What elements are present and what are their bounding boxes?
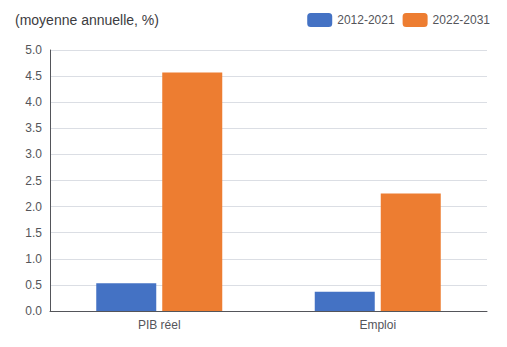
svg-text:1.0: 1.0	[25, 252, 42, 266]
svg-text:2022-2031: 2022-2031	[433, 13, 491, 27]
svg-text:3.0: 3.0	[25, 147, 42, 161]
svg-text:(moyenne annuelle, %): (moyenne annuelle, %)	[15, 12, 159, 28]
svg-text:1.5: 1.5	[25, 226, 42, 240]
svg-text:5.0: 5.0	[25, 43, 42, 57]
svg-text:0.0: 0.0	[25, 304, 42, 318]
svg-text:4.0: 4.0	[25, 95, 42, 109]
svg-text:PIB réel: PIB réel	[138, 318, 181, 332]
svg-text:2.0: 2.0	[25, 200, 42, 214]
svg-text:3.5: 3.5	[25, 121, 42, 135]
svg-text:4.5: 4.5	[25, 69, 42, 83]
svg-text:2012-2021: 2012-2021	[337, 13, 395, 27]
svg-text:2.5: 2.5	[25, 174, 42, 188]
svg-text:Emploi: Emploi	[359, 318, 396, 332]
svg-text:0.5: 0.5	[25, 278, 42, 292]
